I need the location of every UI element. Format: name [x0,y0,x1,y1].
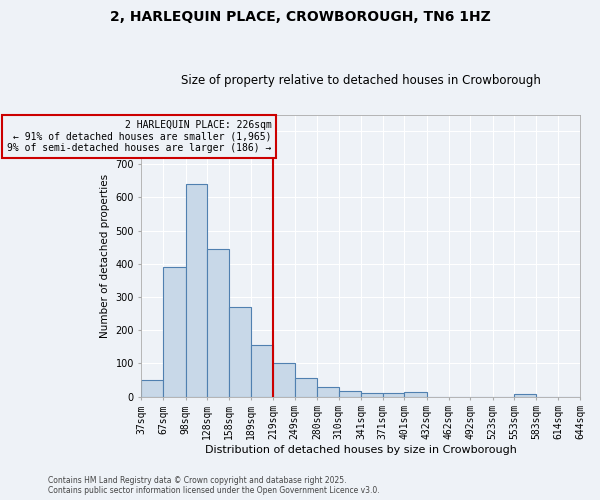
Title: Size of property relative to detached houses in Crowborough: Size of property relative to detached ho… [181,74,541,87]
Text: Contains HM Land Registry data © Crown copyright and database right 2025.
Contai: Contains HM Land Registry data © Crown c… [48,476,380,495]
Bar [273,364,295,396]
Bar [317,386,339,396]
Bar [514,394,536,396]
Bar [185,184,207,396]
Bar [207,249,229,396]
Bar [163,267,185,396]
Bar [339,391,361,396]
Bar [404,392,427,396]
Text: 2 HARLEQUIN PLACE: 226sqm
← 91% of detached houses are smaller (1,965)
9% of sem: 2 HARLEQUIN PLACE: 226sqm ← 91% of detac… [7,120,272,152]
Bar [361,392,383,396]
Bar [295,378,317,396]
X-axis label: Distribution of detached houses by size in Crowborough: Distribution of detached houses by size … [205,445,517,455]
Bar [383,393,404,396]
Bar [251,345,273,397]
Y-axis label: Number of detached properties: Number of detached properties [100,174,110,338]
Text: 2, HARLEQUIN PLACE, CROWBOROUGH, TN6 1HZ: 2, HARLEQUIN PLACE, CROWBOROUGH, TN6 1HZ [110,10,490,24]
Bar [142,380,163,396]
Bar [229,307,251,396]
